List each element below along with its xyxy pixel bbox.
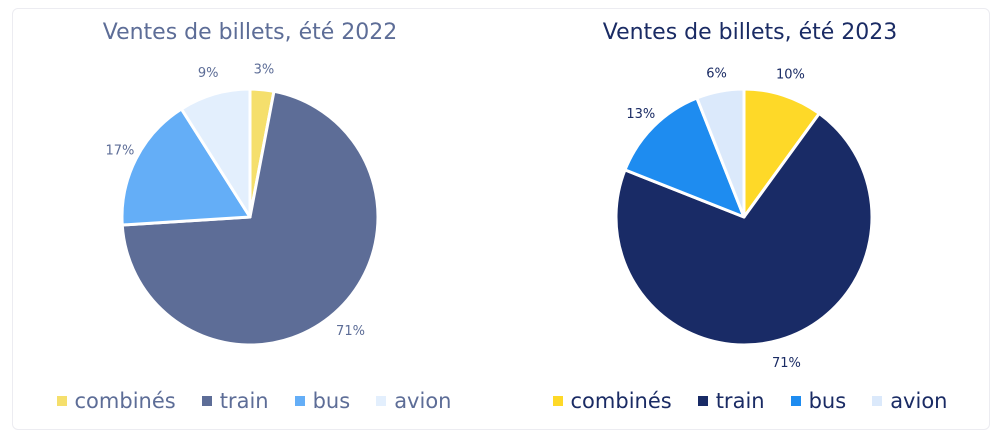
chart-2022: Ventes de billets, été 2022 3% 71% 17% 9% c… xyxy=(56,20,451,413)
data-label-combines: 10% xyxy=(776,67,805,82)
pie-slice-train xyxy=(614,111,874,347)
legend-item-bus: bus xyxy=(294,388,351,414)
legend-item-train: train xyxy=(201,388,269,414)
legend-swatch xyxy=(201,396,212,406)
legend-swatch xyxy=(872,396,883,406)
legend-label: combinés xyxy=(570,389,672,413)
pie-slice-combines xyxy=(742,87,821,219)
data-label-combines: 3% xyxy=(254,63,275,78)
legend-2022: combinés train bus avion xyxy=(4,388,504,414)
pie-2023: 10% 71% 13% 6% xyxy=(614,67,874,371)
pie-slice-bus xyxy=(623,96,746,219)
pie-2022: 3% 71% 17% 9% xyxy=(105,63,380,347)
legend-item-avion: avion xyxy=(376,388,451,414)
legend-item-bus: bus xyxy=(790,388,847,414)
legend-swatch xyxy=(56,396,67,406)
data-label-train: 71% xyxy=(336,324,365,339)
legend-item-combines: combinés xyxy=(552,388,672,414)
legend-item-avion: avion xyxy=(872,388,947,414)
pie-slice-avion xyxy=(179,87,252,219)
legend-swatch xyxy=(697,396,708,406)
pie-slice-bus xyxy=(120,107,252,227)
pie-slice-avion xyxy=(695,87,746,219)
chart-title: Ventes de billets, été 2022 xyxy=(102,20,398,45)
data-label-bus: 13% xyxy=(626,107,655,122)
legend-label: bus xyxy=(312,389,351,413)
data-label-avion: 9% xyxy=(198,66,219,81)
legend-item-train: train xyxy=(697,388,765,414)
chart-title: Ventes de billets, été 2023 xyxy=(602,20,898,45)
legend-swatch xyxy=(552,396,563,406)
data-label-bus: 17% xyxy=(105,144,134,159)
legend-label: bus xyxy=(808,389,847,413)
data-label-train: 71% xyxy=(772,356,801,371)
legend-label: combinés xyxy=(74,389,176,413)
data-label-avion: 6% xyxy=(706,67,727,82)
legend-label: avion xyxy=(394,389,452,413)
legend-2023: combinés train bus avion xyxy=(500,388,1000,414)
legend-swatch xyxy=(790,396,801,406)
chart-2023: Ventes de billets, été 2023 10% 71% 13% 6% … xyxy=(500,0,1000,438)
legend-label: avion xyxy=(890,389,948,413)
legend-label: train xyxy=(219,389,269,413)
legend-item-combines: combinés xyxy=(56,388,176,414)
legend-swatch xyxy=(294,396,305,406)
legend-label: train xyxy=(715,389,765,413)
legend-swatch xyxy=(376,396,387,406)
